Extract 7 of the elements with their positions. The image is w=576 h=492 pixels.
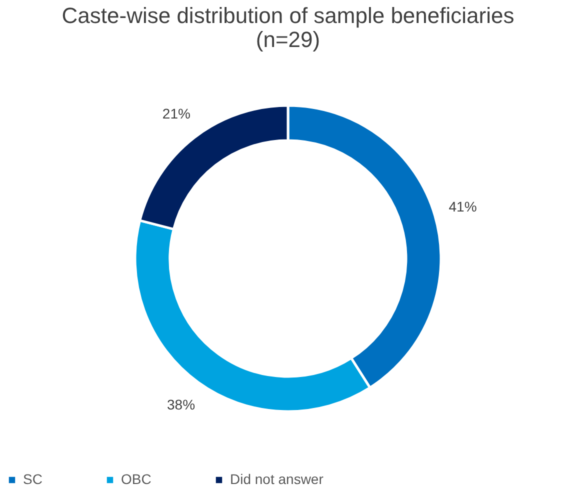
data-label: 21% <box>162 106 190 122</box>
data-label: 41% <box>448 198 477 215</box>
legend-label: Did not answer <box>230 471 324 487</box>
legend-label: OBC <box>121 471 152 487</box>
chart-title: Caste-wise distribution of sample beneficiaries (n=29) <box>62 3 514 52</box>
data-label: 38% <box>167 396 196 413</box>
legend-label: SC <box>23 471 42 487</box>
